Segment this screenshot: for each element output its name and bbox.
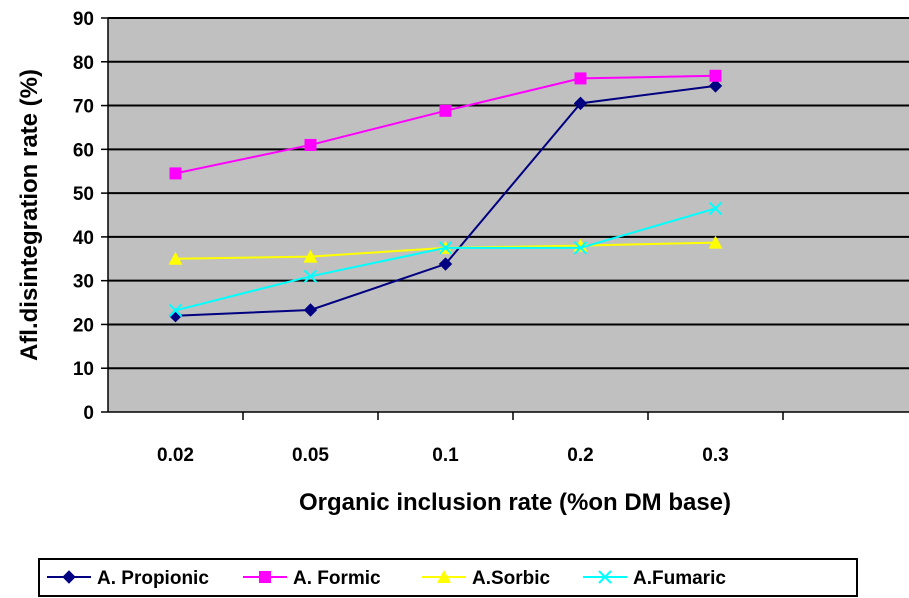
data-point-a-fumaric <box>303 269 318 283</box>
y-tick-label: 60 <box>73 140 94 161</box>
y-tick-label: 90 <box>73 9 94 30</box>
x-tick-labels: 0.02 0.05 0.1 0.2 0.3 <box>157 445 729 466</box>
y-tick-labels: 0 10 20 30 40 50 60 70 80 90 <box>73 9 94 424</box>
data-point-a-propionic <box>573 96 588 111</box>
data-point-a-sorbic <box>303 249 318 263</box>
gridlines <box>108 17 909 370</box>
legend-label-a-propionic: A. Propionic <box>97 568 209 589</box>
data-point-a-fumaric-stroke <box>438 241 453 255</box>
data-point-a-propionic <box>438 257 453 271</box>
legend-marker-a-propionic <box>62 570 76 584</box>
data-point-a-fumaric <box>438 241 453 255</box>
data-point-a-fumaric <box>168 303 183 318</box>
data-point-a-formic <box>439 104 452 117</box>
y-tick-label: 30 <box>73 272 94 293</box>
legend-marker-a-fumaric-stroke <box>598 570 612 584</box>
y-tick-label: 70 <box>73 97 94 118</box>
data-point-a-formic <box>304 138 317 151</box>
data-point-a-fumaric-stroke <box>303 269 318 283</box>
x-tick-label: 0.2 <box>567 445 593 466</box>
data-point-a-fumaric <box>708 201 723 216</box>
data-point-a-formic <box>709 69 722 82</box>
y-axis-title: Afl.disintegration rate (%) <box>16 69 43 361</box>
x-axis-title: Organic inclusion rate (%on DM base) <box>299 489 731 516</box>
x-tick-label: 0.3 <box>702 445 728 466</box>
data-point-a-sorbic <box>168 251 183 265</box>
axes <box>101 17 909 420</box>
legend-marker-a-formic <box>259 571 271 583</box>
data-point-a-formic <box>169 167 182 180</box>
data-point-a-sorbic <box>708 235 723 249</box>
data-point-a-propionic <box>708 79 723 93</box>
legend: A. Propionic A. Formic A.Sorbic A.Fumaric <box>38 558 858 597</box>
data-point-a-fumaric-stroke <box>708 201 723 216</box>
y-tick-label: 50 <box>73 184 94 205</box>
legend-label-a-formic: A. Formic <box>293 568 381 589</box>
series-group <box>168 69 723 323</box>
y-tick-label: 40 <box>73 228 94 249</box>
x-tick-label: 0.1 <box>432 445 459 466</box>
y-tick-label: 20 <box>73 315 94 336</box>
x-tick-label: 0.02 <box>157 445 194 466</box>
legend-marker-a-fumaric <box>598 570 612 584</box>
legend-label-a-sorbic: A.Sorbic <box>472 568 551 589</box>
legend-label-a-fumaric: A.Fumaric <box>633 568 726 589</box>
data-point-a-fumaric-stroke <box>168 303 183 318</box>
data-point-a-fumaric <box>573 241 588 255</box>
y-tick-label: 10 <box>73 359 94 380</box>
data-point-a-propionic <box>303 303 318 317</box>
y-tick-label: 0 <box>83 403 94 424</box>
plot-area <box>108 18 909 412</box>
x-tick-label: 0.05 <box>292 445 329 466</box>
y-tick-label: 80 <box>73 53 94 74</box>
data-point-a-fumaric-stroke <box>573 241 588 255</box>
data-point-a-formic <box>574 72 587 85</box>
legend-marker-a-sorbic <box>437 570 451 583</box>
